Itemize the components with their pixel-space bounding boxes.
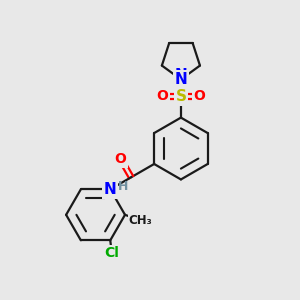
Text: N: N	[104, 182, 117, 197]
Text: O: O	[115, 152, 127, 166]
Text: O: O	[193, 89, 205, 103]
Text: H: H	[118, 181, 128, 194]
Text: N: N	[175, 68, 187, 83]
Text: Cl: Cl	[104, 246, 119, 260]
Text: N: N	[175, 72, 187, 87]
Text: CH₃: CH₃	[128, 214, 152, 226]
Text: O: O	[157, 89, 169, 103]
Text: S: S	[176, 89, 186, 104]
